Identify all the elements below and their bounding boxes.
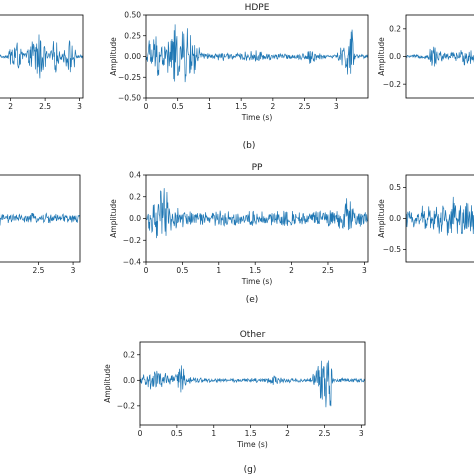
x-tick-label-b: 3 [334,102,339,111]
y-tick-label-c: −0.2 [383,80,401,89]
y-tick-label-e: −0.2 [123,236,141,245]
x-tick-label-a: 3 [77,102,82,111]
panel-e-pp-waveform: 0 0.5 1 1.5 2 2.5 3 −0.4 −0.2 0.0 0.2 0.4 PP Time (s)… [109,163,369,286]
y-tick-label-f: 0.5 [389,183,401,192]
waveform-series-a [0,34,83,79]
y-tick-label-e: −0.4 [123,258,141,267]
y-tick-label-g: 0.0 [123,376,135,385]
panel-title-e: PP [252,163,263,173]
panel-title-g: Other [240,330,266,340]
panel-d-partial-waveform: 2.5 3 [0,174,81,275]
x-tick-label-b: 0 [144,102,149,111]
x-tick-label-d: 3 [71,266,76,275]
x-tick-label-a: 2.5 [39,102,51,111]
y-axis-label-f: Amplitude [377,199,386,238]
x-tick-label-e: 2.5 [322,266,334,275]
y-tick-label-b: −0.25 [118,73,141,82]
x-tick-label-g: 0.5 [171,429,183,438]
x-tick-label-g: 1 [211,429,216,438]
waveform-series-c [406,46,474,67]
y-axis-label-g: Amplitude [103,364,112,403]
waveform-series-f [406,196,474,236]
y-tick-label-b: 0.50 [124,11,141,20]
x-tick-label-g: 1.5 [245,429,257,438]
caption-g: (g) [244,465,257,474]
x-tick-label-a: 2 [8,102,13,111]
caption-e: (e) [246,295,259,305]
y-tick-label-e: 0.0 [129,214,141,223]
x-tick-label-e: 2 [289,266,294,275]
waveform-series-e [146,188,368,239]
y-tick-label-e: 0.4 [129,171,141,180]
x-tick-label-e: 1 [216,266,221,275]
plot-frame-b [145,14,369,99]
waveform-series-d [0,212,80,226]
y-tick-label-e: 0.2 [129,192,141,201]
x-tick-label-d: 2.5 [32,266,44,275]
x-tick-label-e: 3 [362,266,367,275]
x-tick-label-b: 0.5 [172,102,184,111]
x-tick-label-b: 1 [207,102,212,111]
x-axis-label-e: Time (s) [241,277,273,286]
waveform-series-g [140,360,365,408]
y-axis-label-c: Amplitude [377,37,386,76]
y-tick-label-b: −0.50 [118,94,141,103]
x-tick-label-g: 3 [359,429,364,438]
x-tick-label-e: 0.5 [176,266,188,275]
x-tick-label-b: 2 [270,102,275,111]
x-tick-label-e: 1.5 [249,266,261,275]
y-tick-label-c: 0.0 [389,52,401,61]
plot-frame-a [0,14,84,99]
x-tick-label-g: 0 [138,429,143,438]
y-axis-label-b: Amplitude [109,37,118,76]
x-axis-label-g: Time (s) [236,440,268,449]
y-tick-label-b: 0.00 [124,52,141,61]
y-axis-label-e: Amplitude [109,199,118,238]
y-tick-label-f: −0.5 [383,245,401,254]
caption-b: (b) [243,141,256,151]
plot-frame-d [0,174,81,263]
panel-g-other-waveform: 0 0.5 1 1.5 2 2.5 3 −0.2 0.0 0.2 Other Time (s) Ampl… [103,330,366,449]
y-tick-label-b: 0.25 [124,31,141,40]
y-tick-label-g: −0.2 [117,401,135,410]
y-tick-label-f: 0.0 [389,214,401,223]
panel-b-hdpe-waveform: 0 0.5 1 1.5 2 2.5 3 −0.50 −0.25 0.00 0.25 0.50 HDPE T… [109,3,369,122]
x-tick-label-g: 2 [285,429,290,438]
x-tick-label-b: 2.5 [299,102,311,111]
y-tick-label-c: 0.2 [389,24,401,33]
plot-frame-g [139,341,366,426]
panel-a-partial-waveform: 2 2.5 3 [0,14,84,111]
y-tick-label-g: 0.2 [123,350,135,359]
x-axis-label-b: Time (s) [241,113,273,122]
x-tick-label-e: 0 [144,266,149,275]
waveform-series-b [146,24,368,83]
panel-title-b: HDPE [245,3,270,13]
x-tick-label-g: 2.5 [318,429,330,438]
x-tick-label-b: 1.5 [235,102,247,111]
